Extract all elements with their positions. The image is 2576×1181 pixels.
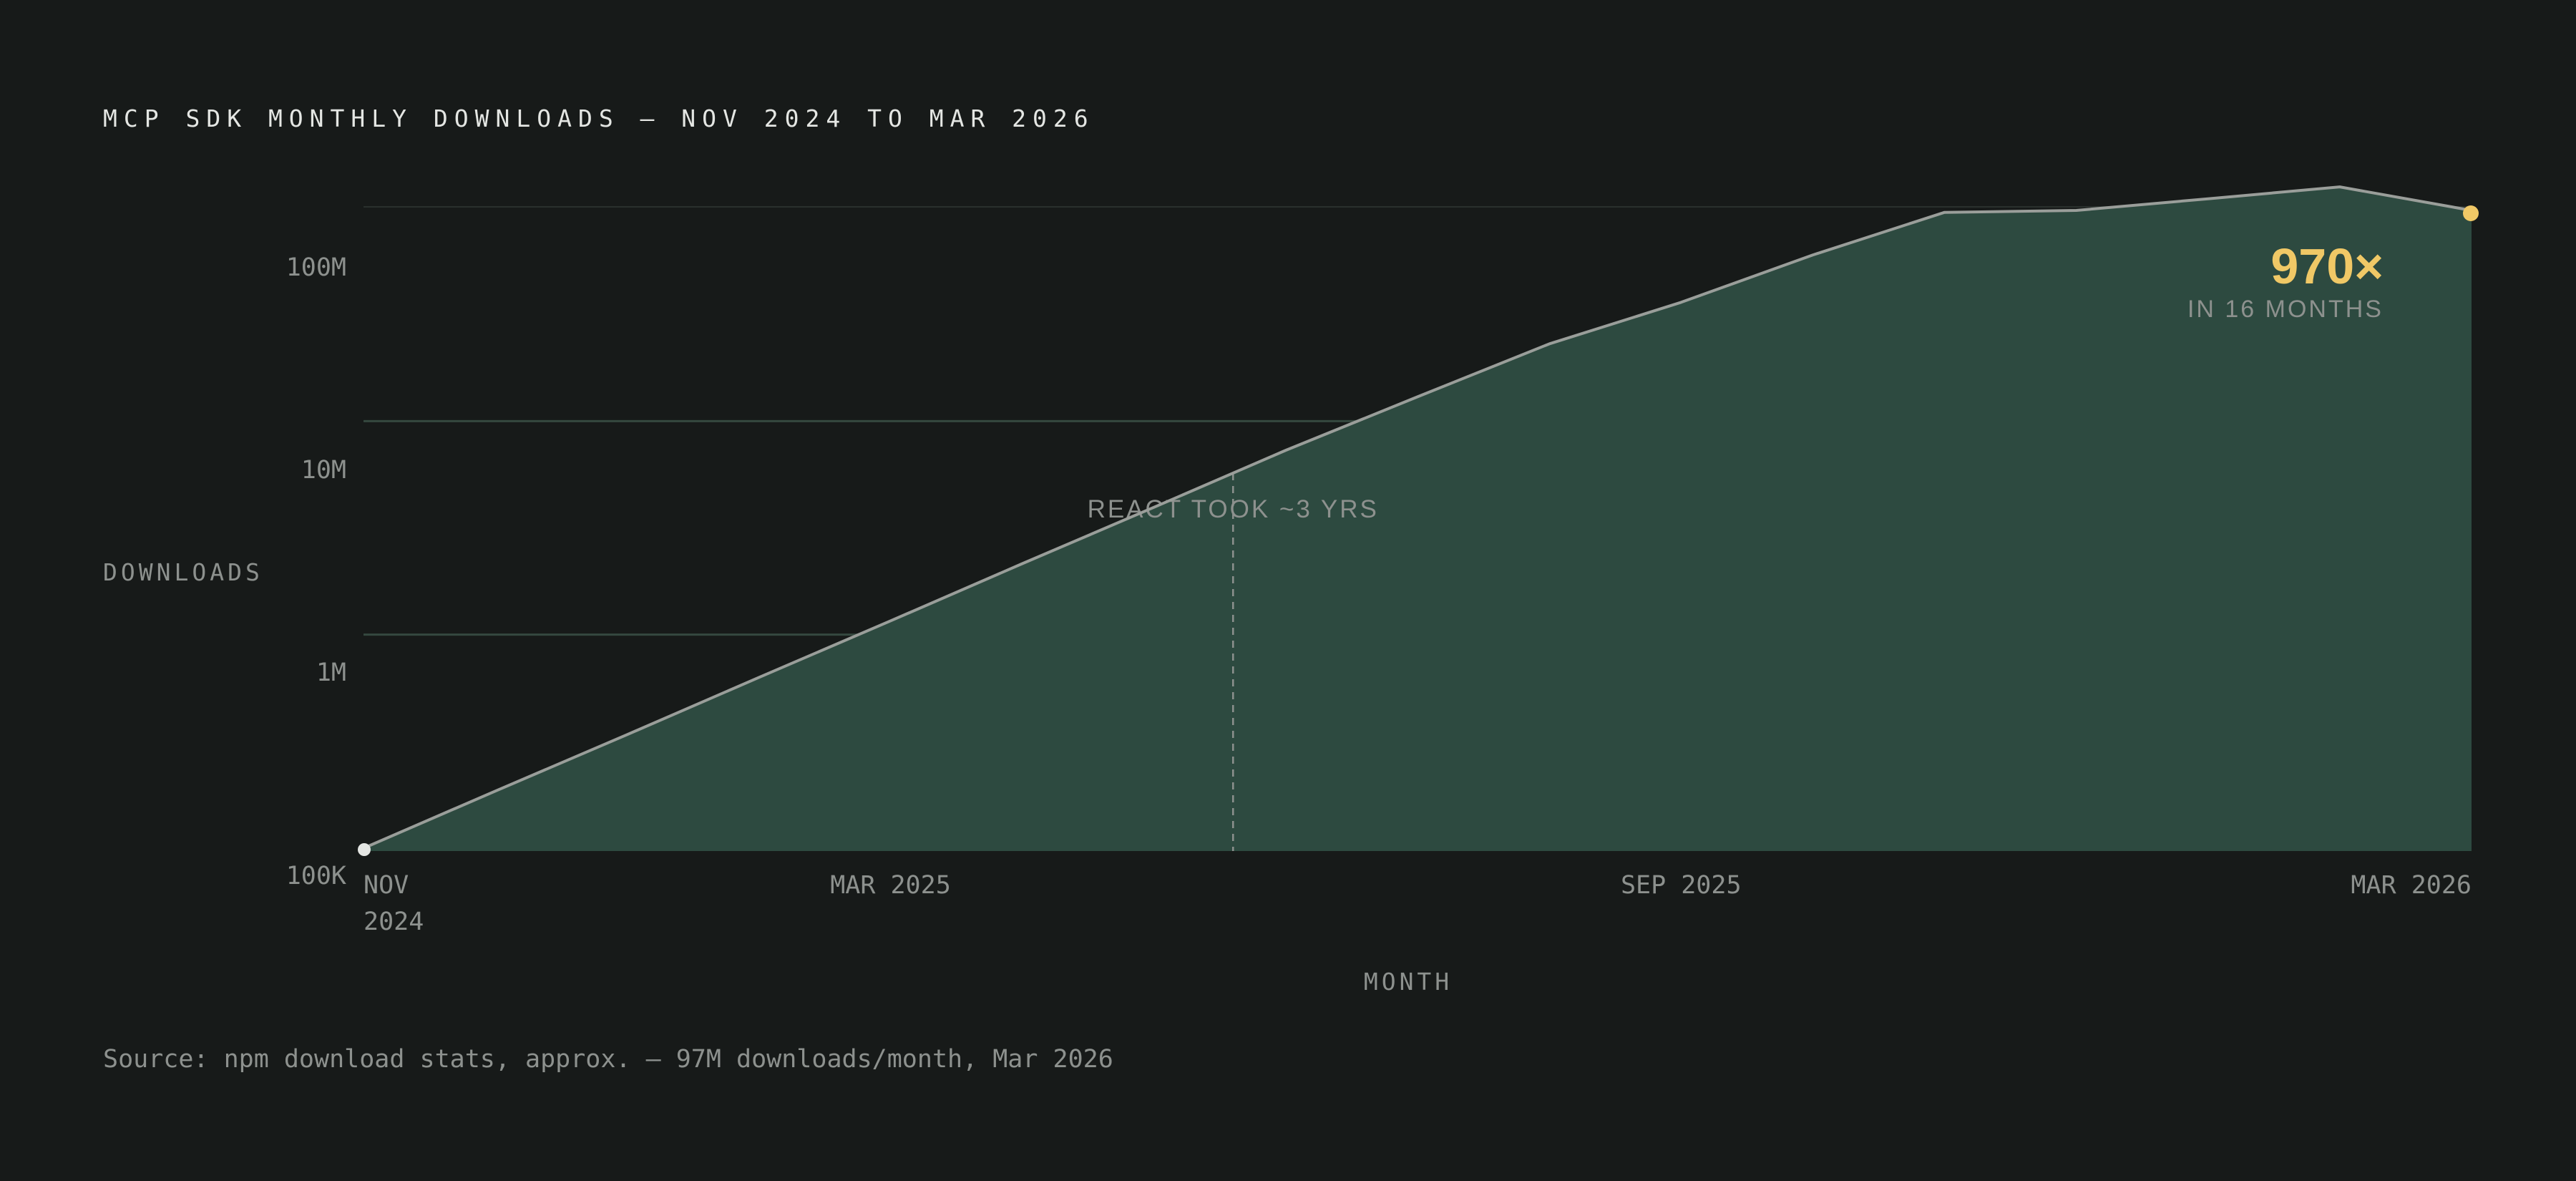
x-tick-label-mar-2025: MAR 2025	[830, 871, 951, 900]
y-axis-label: DOWNLOADS	[103, 558, 263, 586]
y-tick-label-100K: 100K	[286, 862, 346, 890]
annotation-react-label: REACT TOOK ~3 YRS	[1088, 495, 1379, 523]
headline-multiplier: 970×	[2270, 238, 2384, 294]
y-tick-label-10M: 10M	[301, 456, 346, 485]
line-layer	[358, 185, 2479, 856]
y-tick-label-100M: 100M	[286, 253, 346, 282]
area-layer	[364, 187, 2472, 851]
data-point-start	[358, 843, 371, 856]
x-tick-label-sep-2025: SEP 2025	[1621, 871, 1742, 900]
data-point-end	[2463, 205, 2479, 221]
source-note: Source: npm download stats, approx. — 97…	[103, 1045, 1113, 1074]
annotation-layer: REACT TOOK ~3 YRS 970×IN 16 MONTHS	[1088, 238, 2384, 851]
x-axis-label: MONTH	[1363, 968, 1453, 996]
tick-layer: 100K 1M 10M 100M NOV 2024 MAR 2025 SEP 2025 MAR …	[286, 253, 2472, 936]
x-tick-label-nov-2024: NOV 2024	[364, 871, 424, 936]
chart-title: MCP SDK MONTHLY DOWNLOADS — NOV 2024 TO …	[103, 105, 1095, 132]
area-fill	[364, 187, 2472, 851]
x-tick-label-mar-2026: MAR 2026	[2351, 871, 2472, 900]
series-line	[363, 185, 2472, 850]
headline-sublabel: IN 16 MONTHS	[2187, 296, 2384, 323]
y-tick-label-1M: 1M	[316, 658, 346, 687]
